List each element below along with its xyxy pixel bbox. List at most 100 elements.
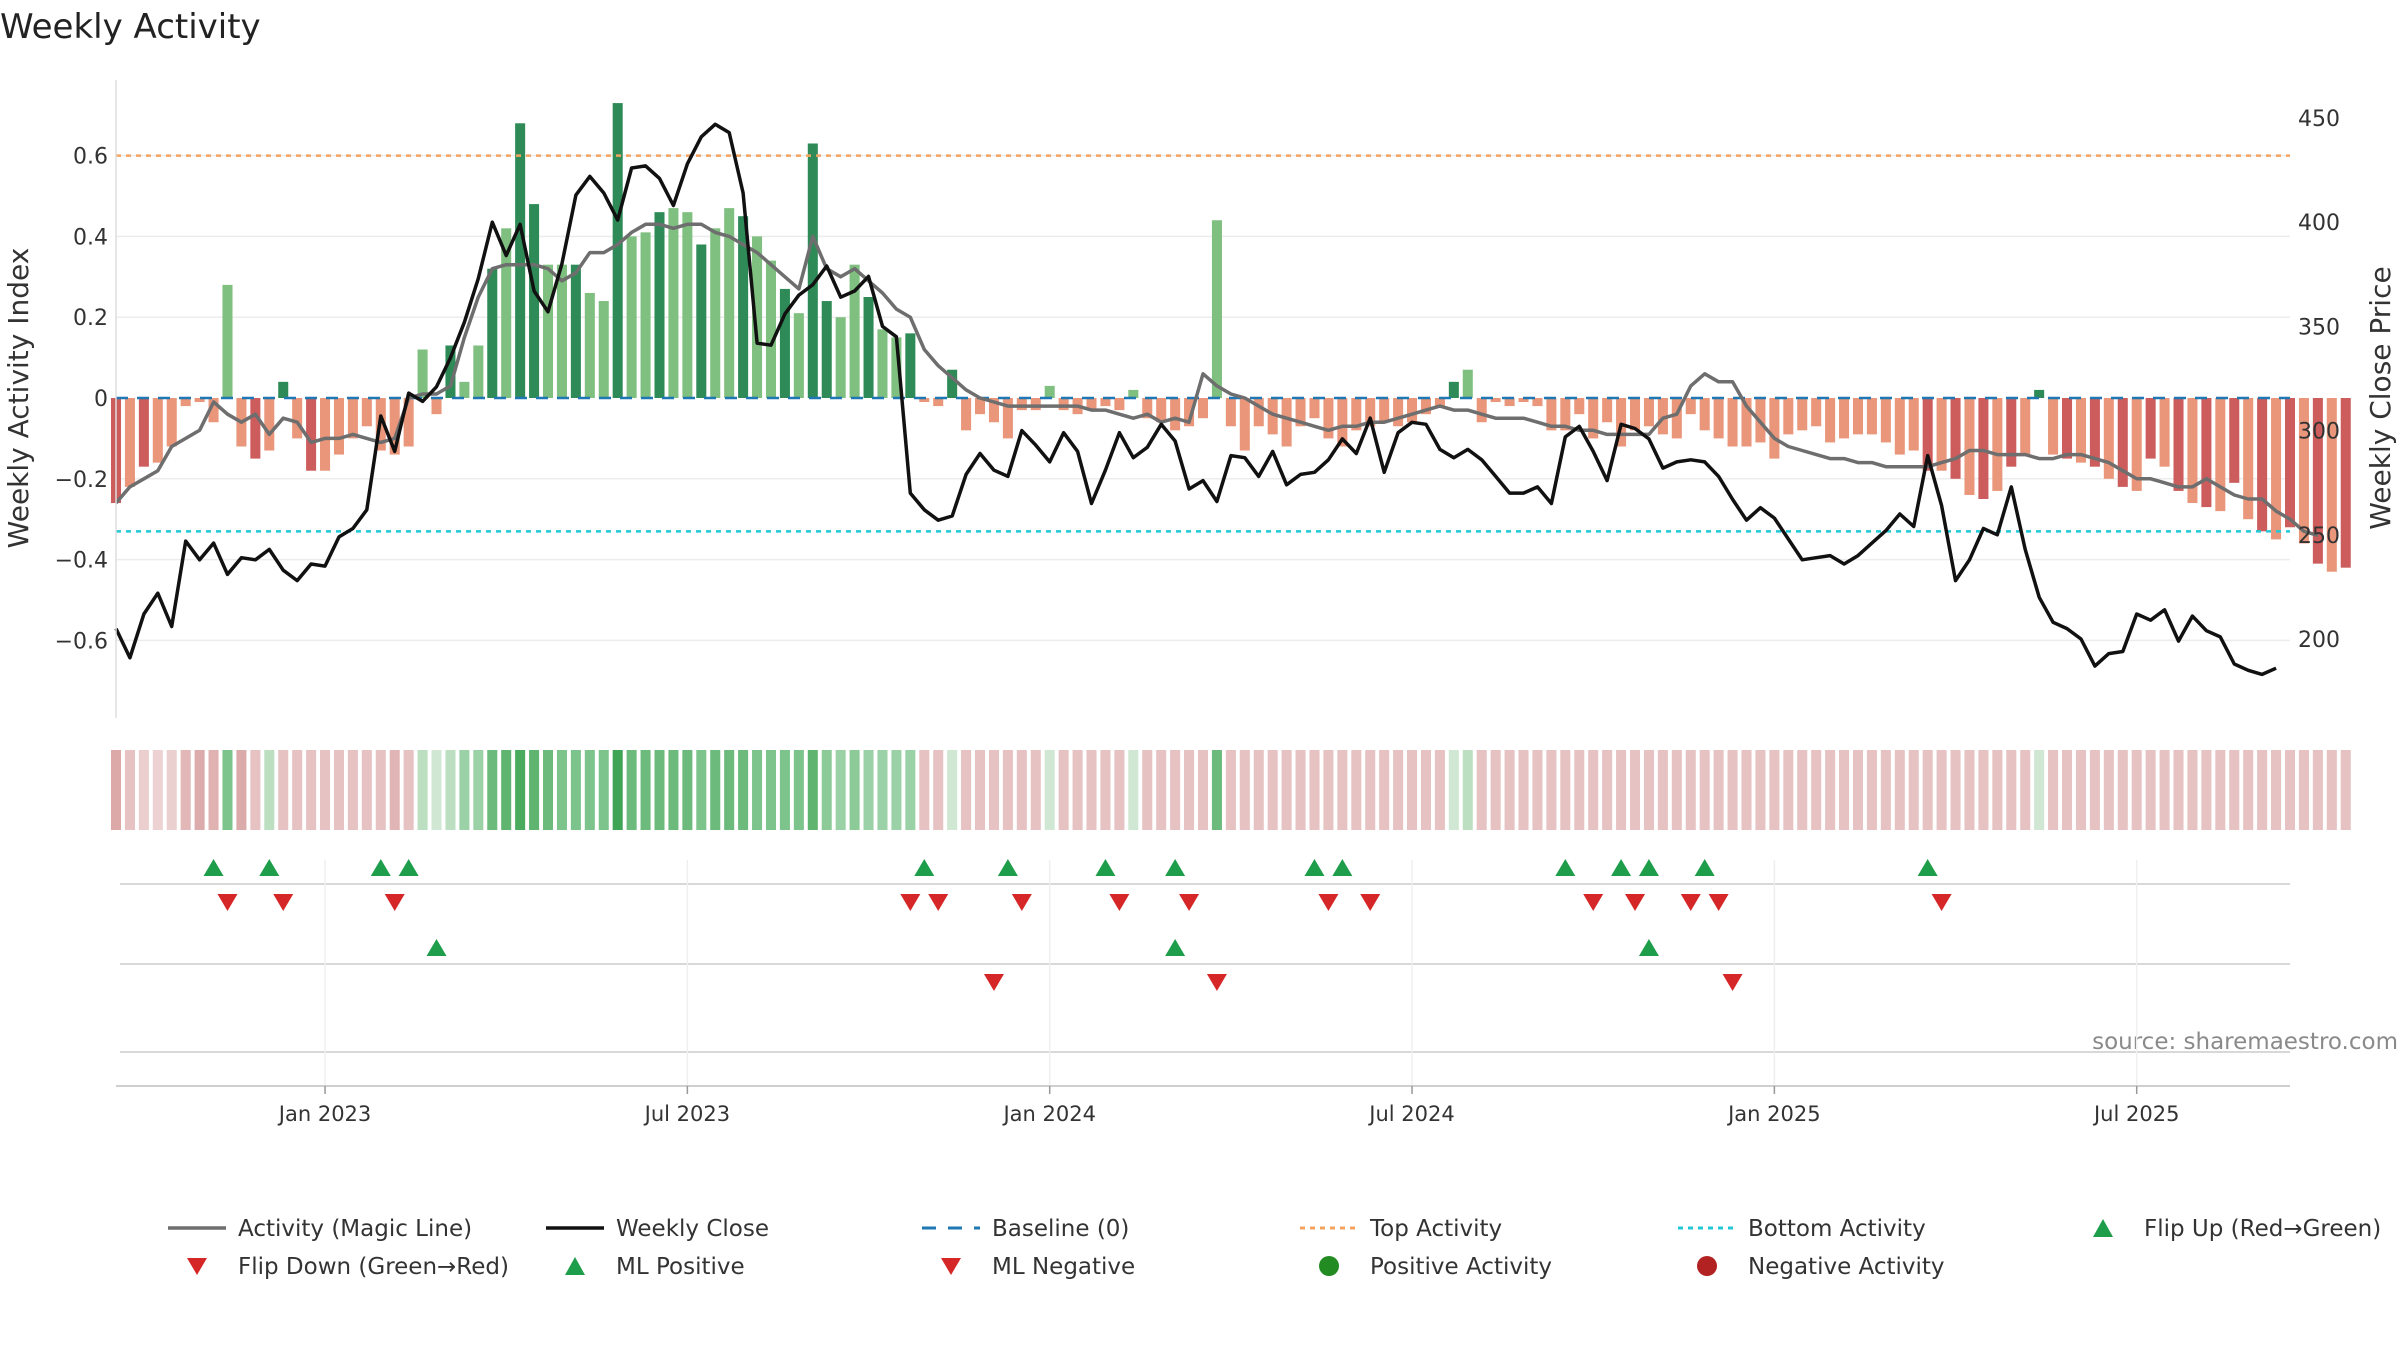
strip-cell <box>612 750 623 830</box>
strip-cell <box>1128 750 1139 830</box>
activity-bar <box>166 398 177 447</box>
y-left-tick-label: 0.6 <box>73 145 108 170</box>
strip-cell <box>668 750 679 830</box>
legend-label: Flip Down (Green→Red) <box>238 1254 509 1280</box>
activity-bar <box>306 398 317 471</box>
strip-cell <box>1156 750 1167 830</box>
strip-cell <box>863 750 874 830</box>
ml-negative-marker <box>983 974 1004 991</box>
strip-cell <box>2048 750 2059 830</box>
activity-bar <box>347 398 358 439</box>
strip-cell <box>1825 750 1836 830</box>
activity-bar <box>668 208 679 398</box>
activity-bar <box>473 345 484 398</box>
strip-cell <box>1546 750 1557 830</box>
activity-bar <box>724 208 735 398</box>
strip-cell <box>1100 750 1111 830</box>
strip-cell <box>2020 750 2031 830</box>
flip-down-marker <box>928 894 949 911</box>
activity-bar <box>2075 398 2086 463</box>
activity-bar <box>1323 398 1334 439</box>
strip-cell <box>1574 750 1585 830</box>
strip-cell <box>1239 750 1250 830</box>
activity-bar <box>320 398 331 471</box>
strip-cell <box>2117 750 2128 830</box>
activity-bar <box>1156 398 1167 423</box>
flip-down-marker <box>1708 894 1729 911</box>
strip-cell <box>459 750 470 830</box>
activity-bar <box>152 398 163 463</box>
activity-bar <box>1629 398 1641 431</box>
activity-bar <box>1797 398 1808 431</box>
strip-cell <box>821 750 832 830</box>
activity-bar <box>1393 398 1404 427</box>
legend-item-close: Weekly Close <box>546 1216 769 1242</box>
strip-cell <box>2006 750 2017 830</box>
strip-cell <box>975 750 986 830</box>
strip-cell <box>1295 750 1306 830</box>
strip-cell <box>1267 750 1278 830</box>
source-note: source: sharemaestro.com <box>2092 1029 2398 1055</box>
activity-bar <box>2020 398 2031 455</box>
strip-cell <box>1964 750 1975 830</box>
activity-bar <box>1462 369 1473 398</box>
activity-bar <box>835 317 846 398</box>
strip-cell <box>473 750 484 830</box>
activity-bar <box>2257 398 2268 532</box>
activity-bar <box>919 398 930 403</box>
strip-cell <box>264 750 275 830</box>
strip-cell <box>2298 750 2309 830</box>
activity-bar <box>1839 398 1850 439</box>
flip-up-marker <box>203 859 224 876</box>
flip-up-marker <box>1555 859 1576 876</box>
flip-up-marker <box>1638 859 1659 876</box>
activity-bar <box>1114 398 1125 411</box>
activity-bar <box>556 264 567 398</box>
strip-cell <box>1978 750 1989 830</box>
activity-bar <box>2145 398 2156 459</box>
strip-cell <box>501 750 512 830</box>
activity-bar <box>905 333 916 398</box>
y-axis-right-label: Weekly Close Price <box>2364 266 2397 529</box>
activity-color-strip <box>110 750 2351 830</box>
y-axis-left-label: Weekly Activity Index <box>2 248 35 549</box>
strip-cell <box>640 750 651 830</box>
strip-cell <box>793 750 804 830</box>
activity-bar <box>2298 398 2309 544</box>
activity-bar <box>124 398 135 487</box>
activity-bar <box>1016 398 1027 411</box>
strip-cell <box>598 750 609 830</box>
legend-label: Negative Activity <box>1748 1254 1945 1280</box>
activity-bar <box>1337 398 1348 447</box>
strip-cell <box>2340 750 2351 830</box>
flip-up-marker <box>1304 859 1325 876</box>
activity-bar <box>1295 398 1306 427</box>
flip-up-marker <box>914 859 935 876</box>
strip-cell <box>1727 750 1738 830</box>
activity-bar <box>2201 398 2212 508</box>
activity-bar <box>1616 398 1627 447</box>
activity-bar <box>1281 398 1292 447</box>
activity-bar <box>1086 398 1097 411</box>
strip-cell <box>1504 750 1515 830</box>
activity-bar <box>361 398 372 427</box>
strip-cell <box>724 750 735 830</box>
strip-cell <box>1783 750 1794 830</box>
strip-cell <box>152 750 163 830</box>
legend-swatch <box>1697 1256 1717 1276</box>
strip-cell <box>1086 750 1097 830</box>
activity-bar <box>710 228 721 398</box>
strip-cell <box>445 750 456 830</box>
activity-bar <box>1685 398 1696 415</box>
strip-cell <box>375 750 386 830</box>
strip-cell <box>208 750 219 830</box>
activity-bar <box>2103 398 2114 479</box>
activity-bar <box>1044 385 1055 398</box>
activity-bar <box>1002 398 1013 439</box>
strip-cell <box>779 750 790 830</box>
x-tick-label: Jan 2023 <box>277 1102 372 1126</box>
activity-bar <box>1546 398 1557 431</box>
activity-bar <box>2326 398 2337 572</box>
y-right-tick-label: 400 <box>2298 211 2340 236</box>
